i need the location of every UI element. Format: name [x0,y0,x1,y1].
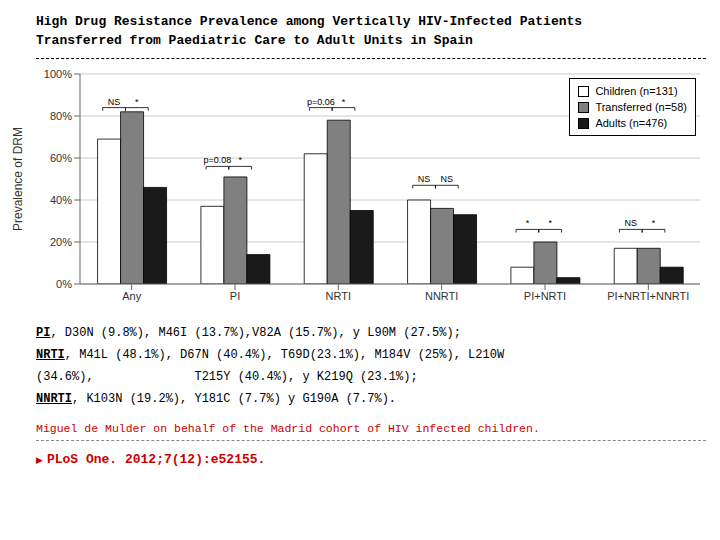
svg-text:60%: 60% [50,152,72,164]
svg-text:Any: Any [122,290,141,302]
svg-text:NRTI: NRTI [326,290,351,302]
svg-text:*: * [135,97,139,107]
html-text:▶ PLoS One. 2012;7(12):e52155.: ▶ PLoS One. 2012;7(12):e52155. [36,452,266,467]
html-text:Transferred (n=58): Transferred (n=58) [595,101,687,113]
html-text:NNRTI, K103N (19.2%), Y181C (7: NNRTI, K103N (19.2%), Y181C (7.7%) y G19… [36,392,397,406]
svg-text:*: * [238,155,242,165]
html-text:Children (n=131): Children (n=131) [595,85,678,97]
svg-text:*: * [342,97,346,107]
html-text:Transferred from Paediatric Ca: Transferred from Paediatric Care to Adul… [36,33,473,48]
svg-text:40%: 40% [50,194,72,206]
svg-text:NS: NS [418,174,431,184]
svg-text:NS: NS [441,174,454,184]
svg-text:*: * [526,218,530,228]
svg-text:*: * [652,218,656,228]
svg-text:NS: NS [625,218,638,228]
svg-text:PI+NRTI: PI+NRTI [524,290,566,302]
svg-text:Prevalence of DRM: Prevalence of DRM [11,127,25,231]
svg-text:NNRTI: NNRTI [425,290,458,302]
svg-text:*: * [548,218,552,228]
html-text:NRTI, M41L (48.1%), D67N (40.4: NRTI, M41L (48.1%), D67N (40.4%), T69D(2… [36,348,505,362]
svg-text:0%: 0% [56,278,72,290]
html-text:PI, D30N (9.8%), M46I (13.7%),: PI, D30N (9.8%), M46I (13.7%),V82A (15.7… [36,326,461,340]
svg-text:PI+NRTI+NNRTI: PI+NRTI+NNRTI [607,290,689,302]
svg-text:NS: NS [108,97,121,107]
svg-text:PI: PI [230,290,240,302]
svg-text:p=0.06: p=0.06 [307,97,335,107]
html-text:Miguel de Mulder on behalf of: Miguel de Mulder on behalf of the Madrid… [36,422,540,435]
html-text:High Drug Resistance Prevalenc: High Drug Resistance Prevalence among Ve… [36,14,583,29]
html-text:Adults (n=476): Adults (n=476) [595,117,668,129]
html-text:(34.6%), T215Y (40.4%), y K219: (34.6%), T215Y (40.4%), y K219Q (23.1%); [36,370,418,384]
svg-text:20%: 20% [50,236,72,248]
svg-text:80%: 80% [50,110,72,122]
svg-text:p=0.08: p=0.08 [204,155,232,165]
svg-text:100%: 100% [44,68,72,80]
